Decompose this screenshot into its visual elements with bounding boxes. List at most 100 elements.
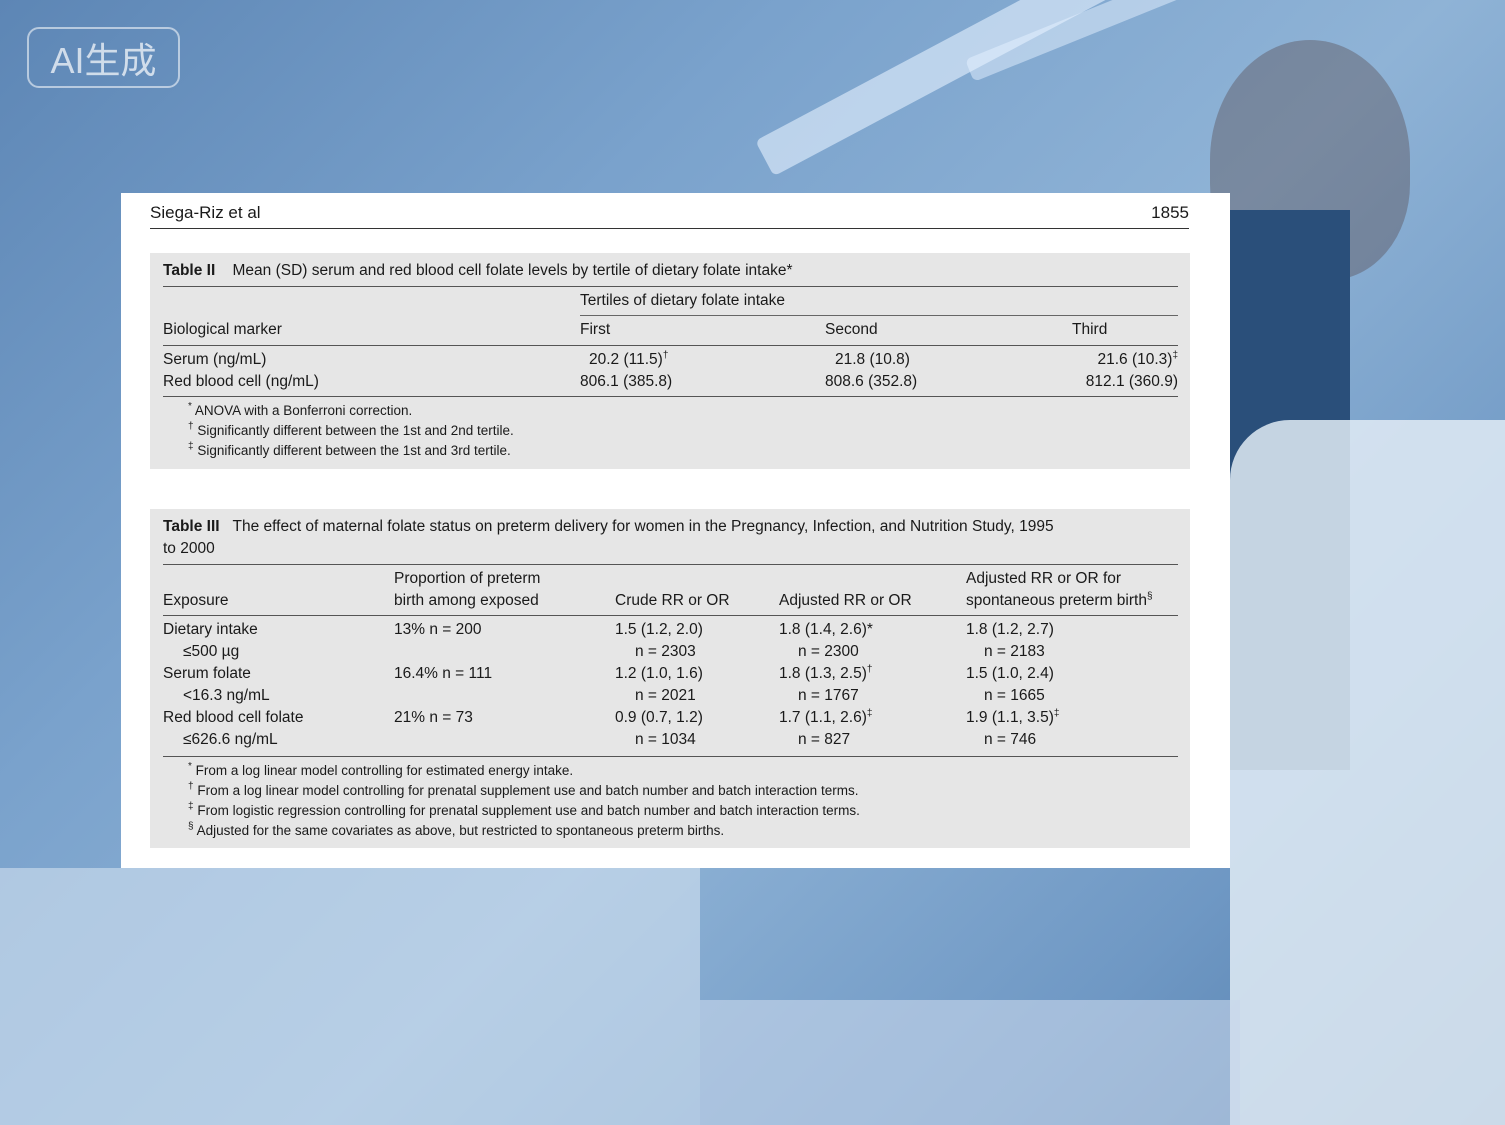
footnote-mark: § [1146, 591, 1153, 602]
footnote: ‡ From logistic regression controlling f… [188, 801, 860, 819]
cell-threshold: ≤626.6 ng/mL [183, 731, 278, 749]
cell-crude-n: n = 2303 [635, 643, 696, 661]
cell-spont-n: n = 746 [984, 731, 1036, 749]
footnote-text: Adjusted for the same covariates as abov… [196, 823, 725, 838]
cell-value: n = 2021 [635, 687, 696, 704]
table-2-spanner: Tertiles of dietary folate intake [580, 292, 786, 309]
cell-value: 1.5 (1.0, 2.4) [966, 665, 1054, 682]
footnote: † Significantly different between the 1s… [188, 421, 514, 439]
table-2-caption-text: Mean (SD) serum and red blood cell folat… [232, 262, 793, 279]
column-header: Adjusted RR or OR [779, 592, 912, 609]
column-header: Adjusted RR or OR for [966, 570, 1122, 587]
cell-value: 21% n = 73 [394, 709, 473, 726]
footnote: § Adjusted for the same covariates as ab… [188, 821, 725, 839]
cell-spont-n: n = 1665 [984, 687, 1045, 705]
column-header: Proportion of preterm [394, 570, 541, 587]
footnote-mark: ‡ [1053, 708, 1060, 719]
footnote-mark: † [662, 350, 669, 361]
cell-exposure: Serum folate [163, 665, 251, 683]
table-3-caption-text: The effect of maternal folate status on … [232, 518, 1054, 535]
footnote-mark: ‡ [1172, 350, 1178, 361]
cell-value: 1.2 (1.0, 1.6) [615, 665, 703, 682]
cell-exposure: Red blood cell folate [163, 709, 303, 727]
column-header: First [580, 321, 611, 338]
cell-adjusted: 1.8 (1.3, 2.5)† [779, 665, 872, 683]
column-header: spontaneous preterm birth§ [966, 592, 1153, 610]
cell-value: 16.4% n = 111 [394, 665, 493, 682]
cell-crude: 1.5 (1.2, 2.0) [615, 621, 703, 639]
cell-spont-n: n = 2183 [984, 643, 1045, 661]
column-header: Crude RR or OR [615, 592, 730, 609]
cell-value: 1.8 (1.3, 2.5) [779, 665, 867, 682]
cell-value: n = 746 [984, 731, 1037, 748]
cell-value: n = 827 [798, 731, 851, 748]
table-3: Table III The effect of maternal folate … [150, 509, 1190, 848]
footnote: * ANOVA with a Bonferroni correction. [188, 401, 413, 419]
table-3-caption-text: to 2000 [163, 540, 215, 557]
cell-adjusted-n: n = 827 [798, 731, 850, 749]
cell-crude-n: n = 2021 [635, 687, 696, 705]
cell-crude: 0.9 (0.7, 1.2) [615, 709, 703, 727]
footnote-mark: * [188, 401, 192, 412]
footnote-mark: § [188, 821, 194, 832]
table-2: Table II Mean (SD) serum and red blood c… [150, 253, 1190, 469]
cell-proportion: 13% n = 200 [394, 621, 481, 639]
cell-third: 21.6 (10.3)‡ [1097, 351, 1178, 369]
cell-threshold: <16.3 ng/mL [183, 687, 270, 705]
cell-value: 21.6 (10.3) [1097, 351, 1173, 368]
cell-value: n = 2300 [798, 643, 859, 660]
column-header-text: spontaneous preterm birth [966, 592, 1147, 609]
footnote: ‡ Significantly different between the 1s… [188, 441, 511, 459]
footnote: † From a log linear model controlling fo… [188, 781, 859, 799]
cell-crude: 1.2 (1.0, 1.6) [615, 665, 703, 683]
cell-value: 1.8 (1.2, 2.7) [966, 621, 1054, 638]
cell-adjusted-n: n = 1767 [798, 687, 859, 705]
cell-first: 806.1 (385.8) [580, 373, 673, 390]
background-labcoat [1230, 420, 1505, 1125]
cell-spont: 1.8 (1.2, 2.7) [966, 621, 1054, 639]
column-header: Biological marker [163, 321, 282, 338]
footnote-mark: ‡ [188, 801, 194, 812]
cell-marker: Serum (ng/mL) [163, 351, 267, 368]
cell-value: ≤500 µg [183, 643, 240, 660]
cell-value: 1.8 (1.4, 2.6)* [779, 621, 873, 638]
cell-second: 21.8 (10.8) [835, 351, 910, 368]
footnote-mark: † [188, 781, 194, 792]
cell-value: ≤626.6 ng/mL [183, 731, 278, 748]
table-3-label: Table III [163, 518, 220, 535]
footnote-mark: † [188, 421, 194, 432]
ai-generated-badge: AI生成 [27, 27, 180, 88]
footnote-text: From a log linear model controlling for … [195, 763, 574, 778]
cell-adjusted: 1.8 (1.4, 2.6)* [779, 621, 873, 639]
cell-third: 812.1 (360.9) [1085, 373, 1178, 390]
cell-spont: 1.9 (1.1, 3.5)‡ [966, 709, 1059, 727]
footnote-text: Significantly different between the 1st … [197, 423, 514, 438]
cell-value: n = 1034 [635, 731, 696, 748]
table-3-caption: Table III The effect of maternal folate … [163, 518, 1054, 536]
cell-value: 0.9 (0.7, 1.2) [615, 709, 703, 726]
cell-proportion: 16.4% n = 111 [394, 665, 492, 683]
footnote-mark: ‡ [188, 441, 194, 452]
cell-value: 13% n = 200 [394, 621, 482, 638]
cell-value: 1.5 (1.2, 2.0) [615, 621, 703, 638]
cell-first: 20.2 (11.5)† [589, 351, 668, 369]
table-2-label: Table II [163, 262, 216, 279]
table-2-caption: Table II Mean (SD) serum and red blood c… [163, 262, 793, 280]
cell-second: 808.6 (352.8) [825, 373, 918, 390]
document-page: Siega-Riz et al 1855 Table II Mean (SD) … [121, 193, 1230, 868]
cell-value: Dietary intake [163, 621, 258, 638]
footnote-mark: * [188, 761, 192, 772]
cell-marker: Red blood cell (ng/mL) [163, 373, 319, 390]
cell-value: n = 2183 [984, 643, 1045, 660]
cell-crude-n: n = 1034 [635, 731, 696, 749]
cell-threshold: ≤500 µg [183, 643, 239, 661]
cell-value: n = 1767 [798, 687, 859, 704]
footnote-text: From a log linear model controlling for … [197, 783, 859, 798]
column-header: birth among exposed [394, 592, 539, 609]
cell-value: 20.2 (11.5) [589, 351, 663, 368]
cell-adjusted: 1.7 (1.1, 2.6)‡ [779, 709, 872, 727]
footnote-text: ANOVA with a Bonferroni correction. [194, 403, 413, 418]
cell-spont: 1.5 (1.0, 2.4) [966, 665, 1054, 683]
background-bench [700, 1000, 1240, 1125]
column-header: Third [1072, 321, 1108, 338]
